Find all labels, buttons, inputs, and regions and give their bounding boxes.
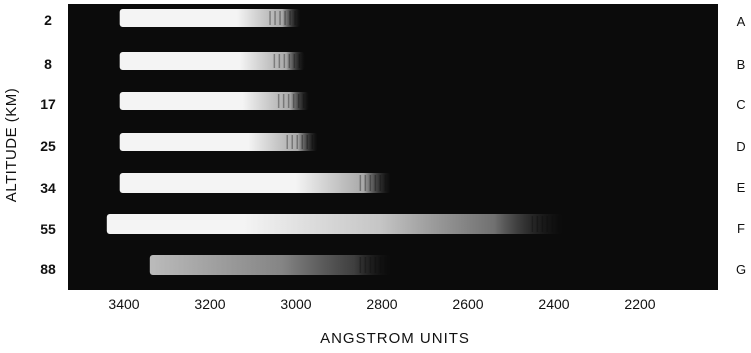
absorption-line (369, 175, 372, 191)
absorption-line (286, 135, 288, 149)
x-tick-2400: 2400 (538, 296, 570, 312)
absorption-line (291, 135, 293, 149)
absorption-line (531, 216, 534, 232)
altitude-label-25: 25 (40, 138, 56, 154)
absorption-line (296, 135, 298, 149)
absorption-line (282, 94, 285, 108)
absorption-line (374, 175, 377, 191)
x-tick-3200: 3200 (194, 296, 226, 312)
absorption-line (283, 54, 286, 68)
x-axis-label: ANGSTROM UNITS (320, 330, 470, 347)
absorption-line (379, 175, 382, 191)
absorption-line (369, 257, 372, 273)
row-letter-e: E (736, 180, 746, 195)
absorption-line (546, 216, 549, 232)
absorption-line (279, 11, 281, 25)
absorption-line (292, 94, 295, 108)
x-tick-3400: 3400 (108, 296, 140, 312)
x-tick-2200: 2200 (624, 296, 656, 312)
altitude-label-88: 88 (40, 261, 56, 277)
absorption-line (297, 94, 300, 108)
altitude-label-17: 17 (40, 96, 56, 112)
absorption-line (359, 175, 362, 191)
y-axis-label: ALTITUDE (KM) (3, 87, 20, 203)
spectrum-band-d (119, 133, 318, 151)
absorption-line (278, 54, 281, 68)
absorption-line (289, 11, 291, 25)
spectrum-band-b (119, 52, 305, 70)
absorption-line (364, 257, 367, 273)
x-tick-2600: 2600 (452, 296, 484, 312)
spectrum-band-a (119, 9, 301, 27)
altitude-label-2: 2 (44, 12, 52, 28)
x-tick-2800: 2800 (366, 296, 398, 312)
row-letter-d: D (736, 139, 746, 154)
absorption-line (298, 54, 301, 68)
absorption-line (273, 54, 276, 68)
spectrum-band-e (119, 173, 391, 193)
absorption-line (269, 11, 271, 25)
absorption-line (274, 11, 276, 25)
absorption-line (293, 54, 296, 68)
absorption-line (287, 94, 290, 108)
altitude-label-55: 55 (40, 221, 56, 237)
x-tick-3000: 3000 (280, 296, 312, 312)
spectrum-band-f (106, 214, 563, 234)
absorption-line (277, 94, 280, 108)
row-letter-b: B (736, 57, 746, 72)
absorption-line (302, 94, 305, 108)
absorption-line (374, 257, 377, 273)
altitude-label-34: 34 (40, 180, 56, 196)
absorption-line (306, 135, 308, 149)
absorption-line (364, 175, 367, 191)
absorption-line (288, 54, 291, 68)
absorption-line (384, 175, 387, 191)
altitude-label-8: 8 (44, 56, 52, 72)
row-letter-g: G (735, 262, 747, 277)
absorption-line (536, 216, 539, 232)
absorption-line (551, 216, 554, 232)
absorption-line (284, 11, 286, 25)
absorption-line (294, 11, 296, 25)
row-letter-a: A (736, 14, 746, 29)
absorption-line (379, 257, 382, 273)
row-letter-c: C (736, 97, 746, 112)
row-letter-f: F (737, 221, 745, 236)
spectrum-band-g (149, 255, 391, 275)
spectrogram-plate (68, 4, 718, 290)
absorption-line (384, 257, 387, 273)
absorption-line (311, 135, 313, 149)
absorption-line (301, 135, 303, 149)
absorption-line (359, 257, 362, 273)
absorption-line (541, 216, 544, 232)
spectrum-band-c (119, 92, 309, 110)
absorption-line (556, 216, 559, 232)
